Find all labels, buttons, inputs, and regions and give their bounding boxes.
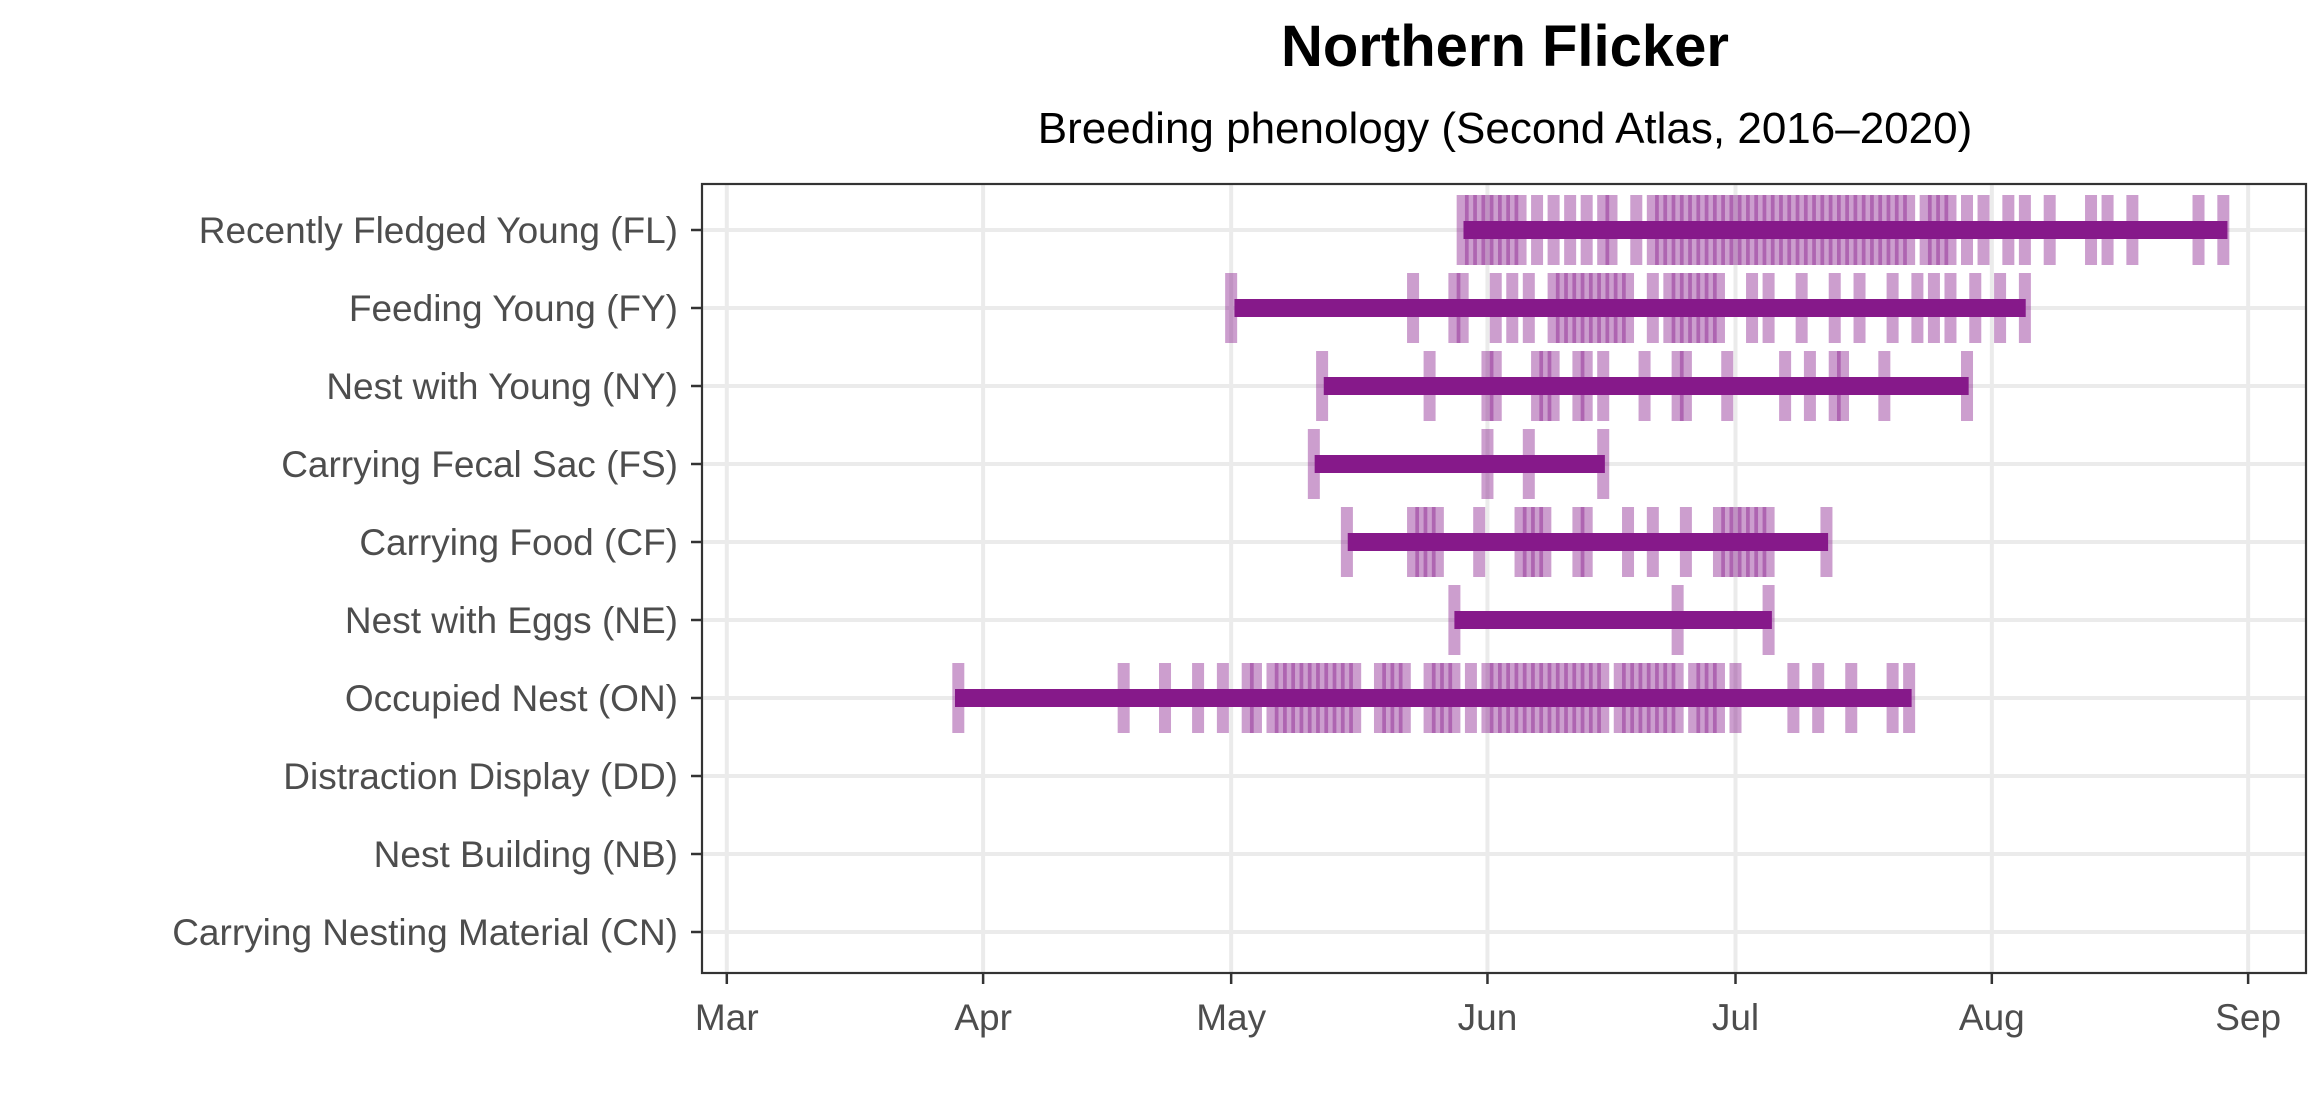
y-category-label: Nest with Eggs (NE): [345, 600, 678, 641]
y-category-label: Carrying Nesting Material (CN): [172, 912, 678, 953]
y-category-label: Carrying Fecal Sac (FS): [281, 444, 678, 485]
x-tick-label: Apr: [954, 997, 1012, 1038]
y-category-label: Feeding Young (FY): [349, 288, 678, 329]
range-bar: [1463, 221, 2228, 239]
record-tick: [1456, 195, 1469, 265]
record-tick: [1340, 507, 1353, 577]
x-tick-label: Mar: [695, 997, 759, 1038]
range-bar: [955, 689, 1912, 707]
y-category-label: Nest with Young (NY): [326, 366, 678, 407]
range-bars: [955, 221, 2228, 707]
x-tick-label: Jun: [1458, 997, 1518, 1038]
chart-title: Northern Flicker: [1281, 14, 1729, 79]
record-tick: [1225, 273, 1238, 343]
range-bar: [1323, 377, 1969, 395]
chart-subtitle: Breeding phenology (Second Atlas, 2016–2…: [1038, 104, 1972, 153]
panel-border: [700, 182, 2308, 975]
axes: Mar Apr May Jun Jul Aug Sep Recently Fledged Yo…: [172, 210, 2281, 1038]
x-tick-label: Sep: [2215, 997, 2281, 1038]
y-category-label: Recently Fledged Young (FL): [199, 210, 678, 251]
x-tick-label: Aug: [1959, 997, 2025, 1038]
y-category-label: Distraction Display (DD): [283, 756, 678, 797]
y-category-label: Occupied Nest (ON): [345, 678, 678, 719]
x-tick-label: Jul: [1712, 997, 1759, 1038]
x-tick-label: May: [1196, 997, 1266, 1038]
record-tick: [1307, 429, 1320, 499]
y-category-label: Nest Building (NB): [374, 834, 678, 875]
y-category-label: Carrying Food (CF): [359, 522, 678, 563]
range-bar: [1454, 611, 1772, 629]
record-tick: [1316, 351, 1329, 421]
range-bar: [1314, 455, 1605, 473]
range-bar: [1234, 299, 2026, 317]
range-bar: [1347, 533, 1829, 551]
